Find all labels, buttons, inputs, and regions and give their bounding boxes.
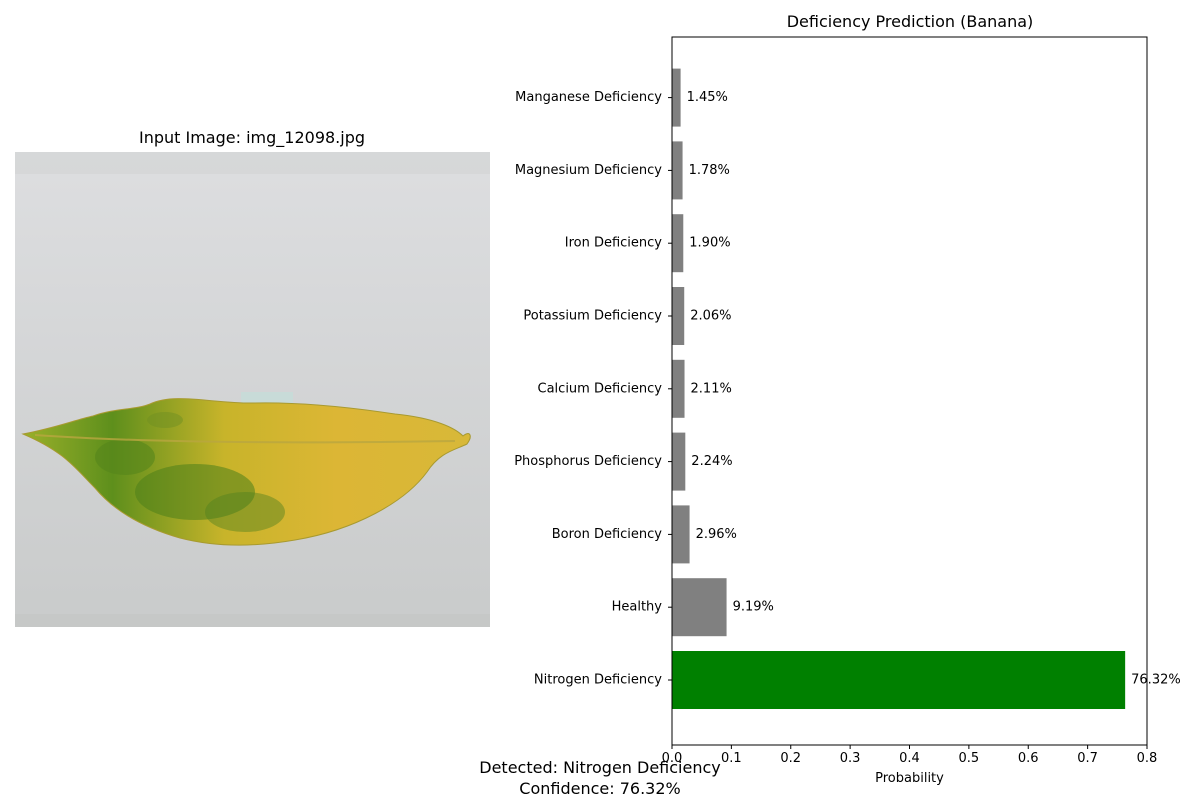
category-label: Healthy [612,600,663,615]
bar [672,68,681,127]
bar-value-label: 1.90% [689,236,730,251]
bar-value-label: 2.06% [690,309,731,324]
x-tick-label: 0.3 [840,751,861,766]
bar [672,141,683,200]
category-label: Calcium Deficiency [538,381,663,396]
bar [672,432,686,491]
bar-value-label: 76.32% [1131,673,1181,688]
category-label: Nitrogen Deficiency [534,673,662,688]
bar-value-label: 1.78% [689,163,730,178]
bar-value-label: 9.19% [733,600,774,615]
category-label: Boron Deficiency [552,527,663,542]
bar [672,651,1126,709]
bar [672,287,685,345]
detected-label: Detected: Nitrogen Deficiency [479,758,721,777]
plot-frame [671,36,1148,746]
x-tick-label: 0.6 [1018,751,1039,766]
x-tick-label: 0.0 [662,751,683,766]
x-tick-label: 0.4 [899,751,920,766]
bar [672,214,684,273]
chart-title: Deficiency Prediction (Banana) [786,12,1034,31]
x-axis-label: Probability [875,771,944,786]
x-tick-label: 0.2 [780,751,801,766]
x-tick-label: 0.5 [959,751,980,766]
bar-value-label: 2.24% [691,454,732,469]
x-tick-label: 0.1 [721,751,742,766]
category-label: Manganese Deficiency [515,90,662,105]
x-tick-label: 0.8 [1137,751,1158,766]
confidence-label: Confidence: 76.32% [519,779,681,798]
category-label: Potassium Deficiency [523,309,662,324]
bar-value-label: 1.45% [687,90,728,105]
leaf-image [15,152,490,627]
x-tick-label: 0.7 [1077,751,1098,766]
bar [672,359,685,418]
bar-value-label: 2.96% [696,527,737,542]
bar-value-label: 2.11% [691,381,732,396]
image-panel-title: Input Image: img_12098.jpg [138,128,366,147]
category-label: Phosphorus Deficiency [514,454,662,469]
bar [672,578,727,637]
bar [672,505,690,564]
category-label: Iron Deficiency [565,236,663,251]
category-label: Magnesium Deficiency [515,163,662,178]
